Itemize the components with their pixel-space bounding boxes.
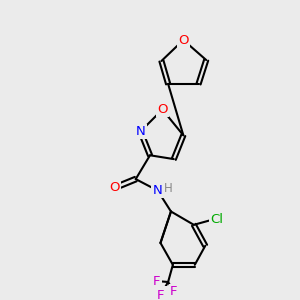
Text: F: F [157,289,164,300]
Text: O: O [178,34,189,46]
Text: O: O [157,103,168,116]
Text: N: N [136,125,145,138]
Text: Cl: Cl [210,213,223,226]
Text: H: H [164,182,172,195]
Text: N: N [153,184,163,197]
Text: O: O [110,181,120,194]
Text: F: F [153,274,160,287]
Text: F: F [170,285,178,298]
